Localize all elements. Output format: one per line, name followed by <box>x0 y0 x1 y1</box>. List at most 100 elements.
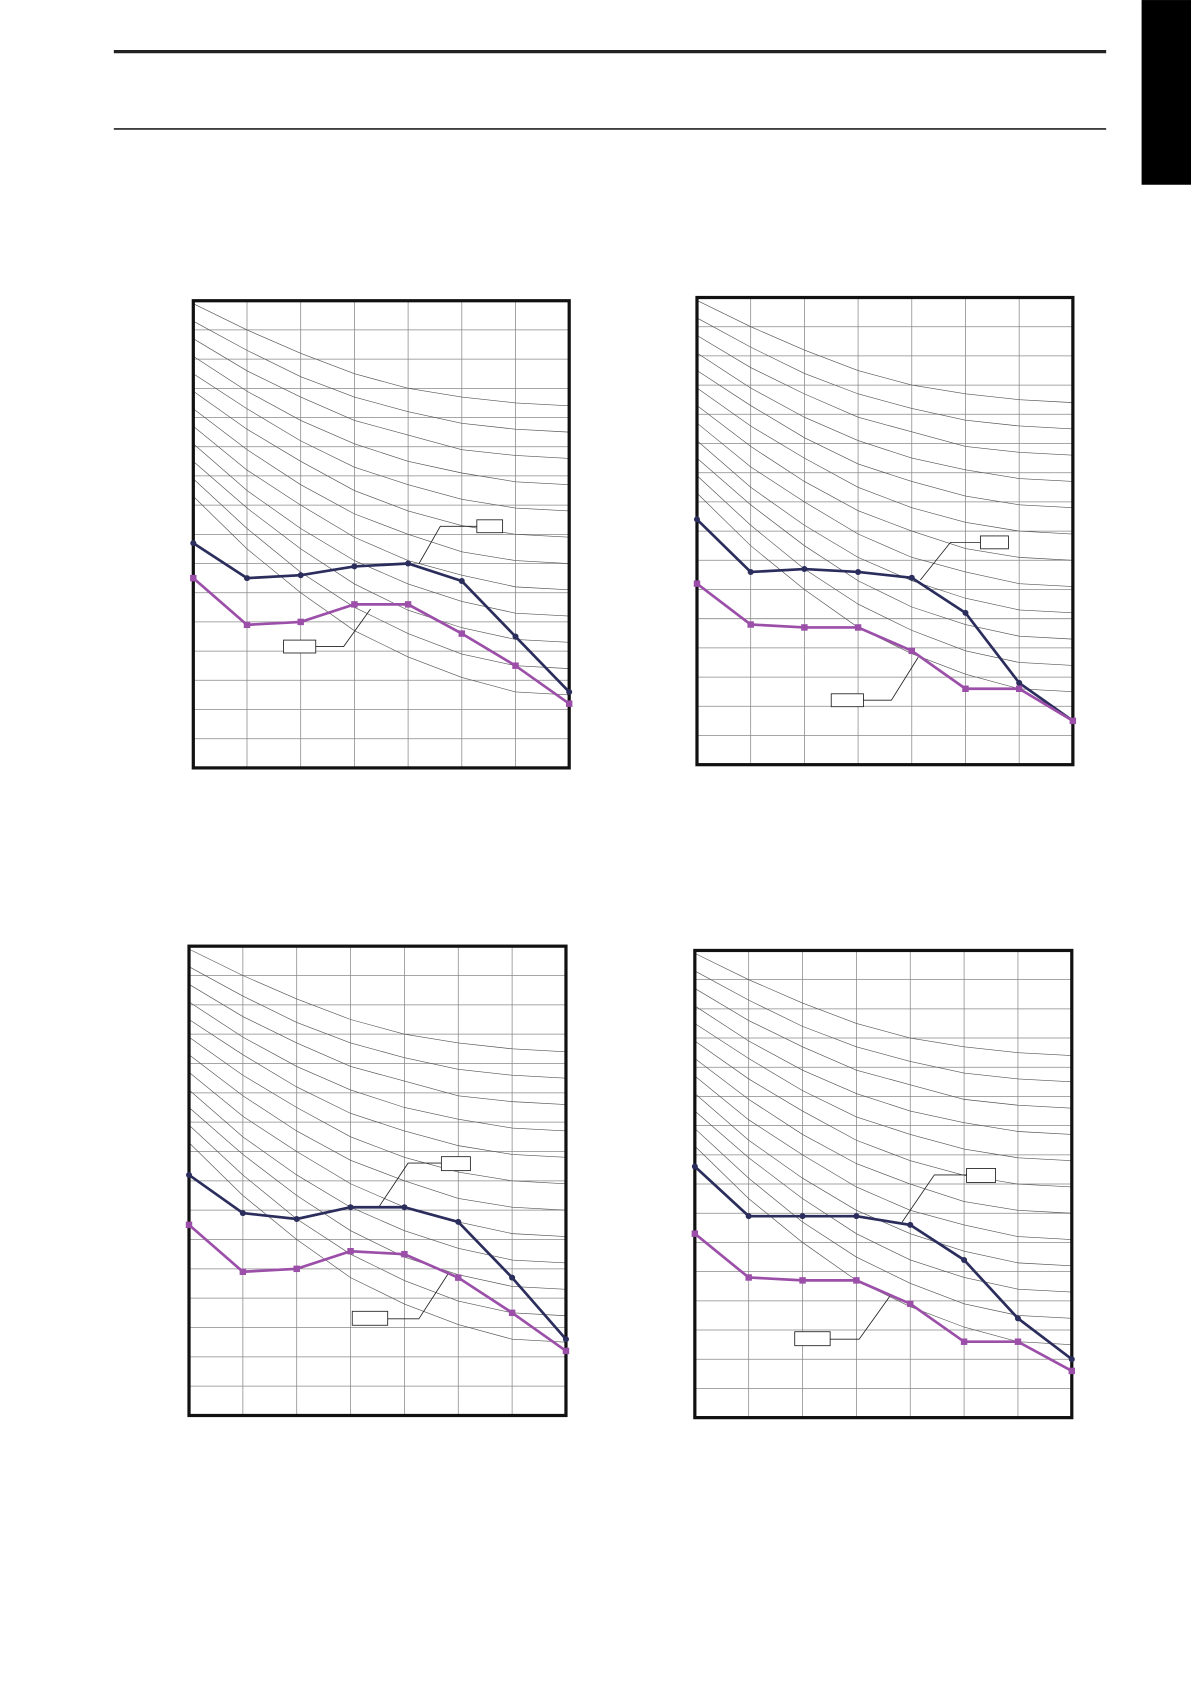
reference-curve <box>188 948 566 1053</box>
marker <box>747 621 754 628</box>
reference-curve <box>696 422 1073 587</box>
reference-curve <box>696 352 1073 482</box>
reference-curve <box>694 1058 1072 1214</box>
marker <box>405 560 412 567</box>
marker <box>1016 679 1023 686</box>
reference-curve <box>193 373 570 512</box>
reference-curve <box>694 1110 1072 1293</box>
reference-curve <box>696 300 1073 403</box>
marker <box>512 662 519 669</box>
marker <box>854 624 862 631</box>
series-line <box>188 1173 567 1341</box>
series-line <box>188 1223 567 1353</box>
marker <box>745 1274 752 1281</box>
series-line <box>192 577 570 705</box>
marker <box>691 1230 699 1237</box>
reference-curve <box>694 970 1072 1083</box>
marker <box>908 574 915 581</box>
marker <box>509 1274 516 1281</box>
marker <box>186 1171 193 1178</box>
marker <box>297 618 304 626</box>
marker <box>293 1265 300 1273</box>
reference-curve <box>193 355 570 486</box>
callout-box <box>794 1331 831 1347</box>
marker <box>745 1213 752 1220</box>
reference-curve <box>188 1124 566 1317</box>
callout-leader <box>901 1174 967 1223</box>
reference-curve <box>696 387 1073 535</box>
plot-frame <box>191 299 571 770</box>
marker <box>962 685 969 692</box>
marker <box>962 609 969 616</box>
marker <box>908 647 915 655</box>
marker <box>239 1210 246 1217</box>
marker <box>961 1256 968 1263</box>
reference-curve <box>694 953 1072 1056</box>
callout-box <box>351 1310 389 1326</box>
marker <box>565 700 573 707</box>
reference-curve <box>188 1072 566 1237</box>
callout-leader <box>315 608 371 647</box>
marker <box>455 1218 462 1225</box>
reference-curve <box>696 457 1073 640</box>
marker <box>458 578 465 585</box>
marker <box>293 1215 300 1222</box>
marker <box>347 1204 354 1211</box>
marker <box>458 630 466 637</box>
callout-leader <box>830 1293 892 1340</box>
reference-curve <box>193 426 570 591</box>
series-line <box>696 518 1074 722</box>
series-line <box>696 582 1074 723</box>
series-line <box>192 541 571 693</box>
marker <box>566 688 573 695</box>
callout-box <box>440 1156 471 1172</box>
marker <box>562 1336 569 1343</box>
marker <box>1068 1367 1076 1375</box>
reference-curve <box>193 390 570 538</box>
marker <box>347 1248 354 1255</box>
reference-curve <box>193 443 570 617</box>
marker <box>190 574 197 582</box>
marker <box>401 1204 408 1211</box>
reference-curve <box>694 1005 1072 1135</box>
series-line <box>693 1232 1073 1373</box>
reference-curve <box>188 1089 566 1264</box>
reference-curve <box>193 496 570 696</box>
reference-curve <box>193 303 570 407</box>
reference-curve <box>696 475 1073 666</box>
callout-box <box>966 1168 996 1183</box>
marker <box>799 1277 806 1284</box>
marker <box>693 580 701 587</box>
callout-leader <box>920 541 981 581</box>
marker <box>243 575 251 582</box>
plot-frame <box>693 948 1074 1420</box>
plot-frame <box>695 295 1075 767</box>
marker <box>799 1213 806 1220</box>
reference-curve <box>694 988 1072 1109</box>
marker <box>297 572 304 579</box>
reference-curve <box>193 320 570 433</box>
marker <box>1014 1338 1022 1345</box>
marker <box>190 540 197 547</box>
marker <box>243 621 251 629</box>
reference-curve <box>694 1075 1072 1240</box>
marker <box>404 601 412 608</box>
marker <box>351 563 358 570</box>
marker <box>693 516 700 523</box>
marker <box>1015 685 1023 692</box>
marker <box>239 1268 247 1275</box>
marker <box>401 1250 408 1258</box>
marker <box>508 1309 516 1317</box>
reference-curve <box>188 1107 566 1290</box>
callout-box <box>980 535 1009 550</box>
marker <box>691 1163 698 1170</box>
reference-curve <box>188 966 566 1079</box>
callout-leader <box>377 1162 442 1209</box>
marker <box>1068 1356 1075 1363</box>
marker <box>907 1300 914 1307</box>
marker <box>853 1277 860 1284</box>
callout-box <box>830 693 864 708</box>
reference-curve <box>696 370 1073 509</box>
